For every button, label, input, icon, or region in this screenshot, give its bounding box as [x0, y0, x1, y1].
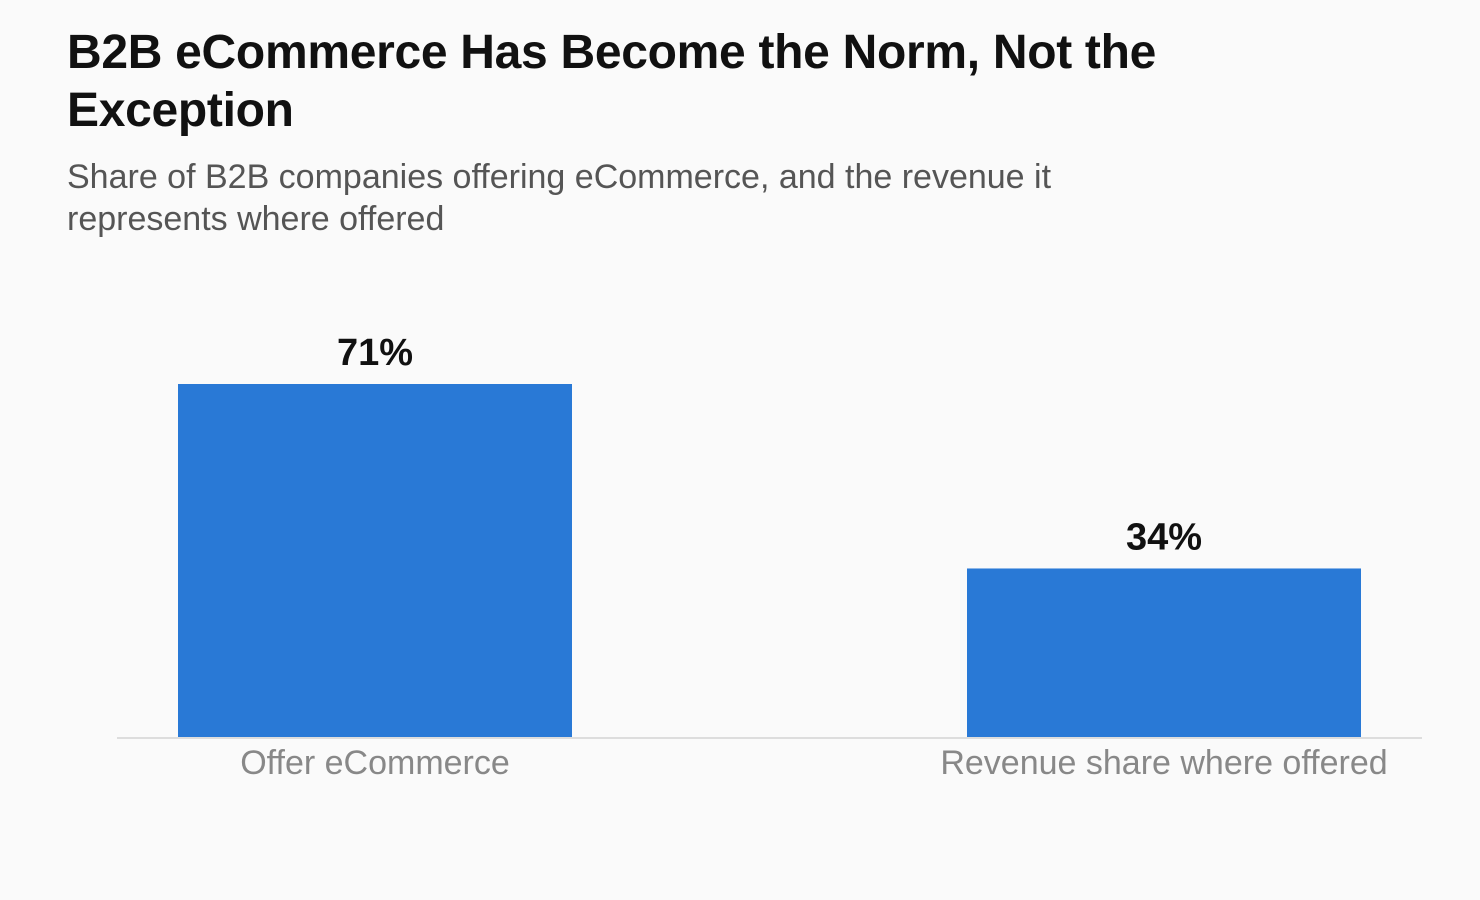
category-label: Offer eCommerce: [240, 744, 510, 782]
value-labels-group: 71% 34%: [337, 332, 1202, 558]
chart-subtitle: Share of B2B companies offering eCommerc…: [67, 158, 1052, 238]
category-label: Revenue share where offered: [940, 744, 1387, 782]
bars-group: [178, 384, 1361, 738]
bar-1: [178, 384, 572, 738]
chart-title: B2B eCommerce Has Become the Norm, Not t…: [67, 26, 1157, 137]
category-labels-group: Offer eCommerce Revenue share where offer…: [240, 744, 1387, 782]
bar-2: [967, 568, 1361, 738]
bar-value-label: 34%: [1126, 516, 1202, 558]
bar-value-label: 71%: [337, 332, 413, 374]
